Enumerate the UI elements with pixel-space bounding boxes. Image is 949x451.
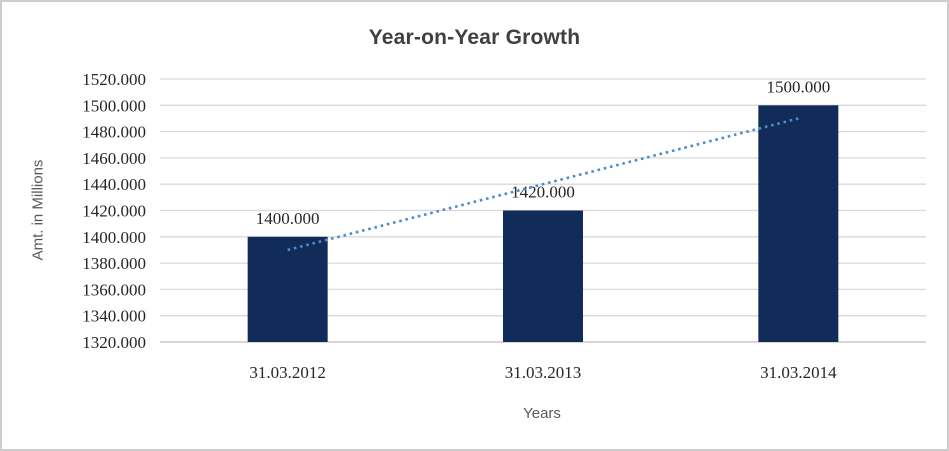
y-tick-label: 1500.000 bbox=[82, 96, 146, 115]
bar bbox=[503, 210, 583, 342]
y-tick-label: 1420.000 bbox=[82, 202, 146, 221]
x-tick-label: 31.03.2014 bbox=[760, 363, 837, 382]
y-tick-label: 1480.000 bbox=[82, 123, 146, 142]
y-tick-label: 1320.000 bbox=[82, 333, 146, 352]
y-tick-label: 1380.000 bbox=[82, 254, 146, 273]
x-tick-label: 31.03.2012 bbox=[249, 363, 326, 382]
bar-data-label: 1420.000 bbox=[511, 183, 575, 202]
bar bbox=[247, 236, 328, 342]
y-tick-label: 1400.000 bbox=[82, 228, 146, 247]
y-tick-label: 1460.000 bbox=[82, 149, 146, 168]
chart-title: Year-on-Year Growth bbox=[368, 26, 581, 49]
y-tick-label: 1360.000 bbox=[82, 280, 146, 299]
y-tick-label: 1440.000 bbox=[82, 175, 146, 194]
x-axis-title: Years bbox=[523, 405, 561, 422]
bar-data-label: 1400.000 bbox=[256, 209, 320, 228]
bar bbox=[758, 105, 839, 342]
y-tick-label: 1340.000 bbox=[82, 307, 146, 326]
trendline bbox=[287, 117, 799, 252]
y-tick-label: 1520.000 bbox=[82, 70, 146, 89]
bar-data-label: 1500.000 bbox=[766, 77, 830, 96]
x-tick-label: 31.03.2013 bbox=[505, 363, 582, 382]
